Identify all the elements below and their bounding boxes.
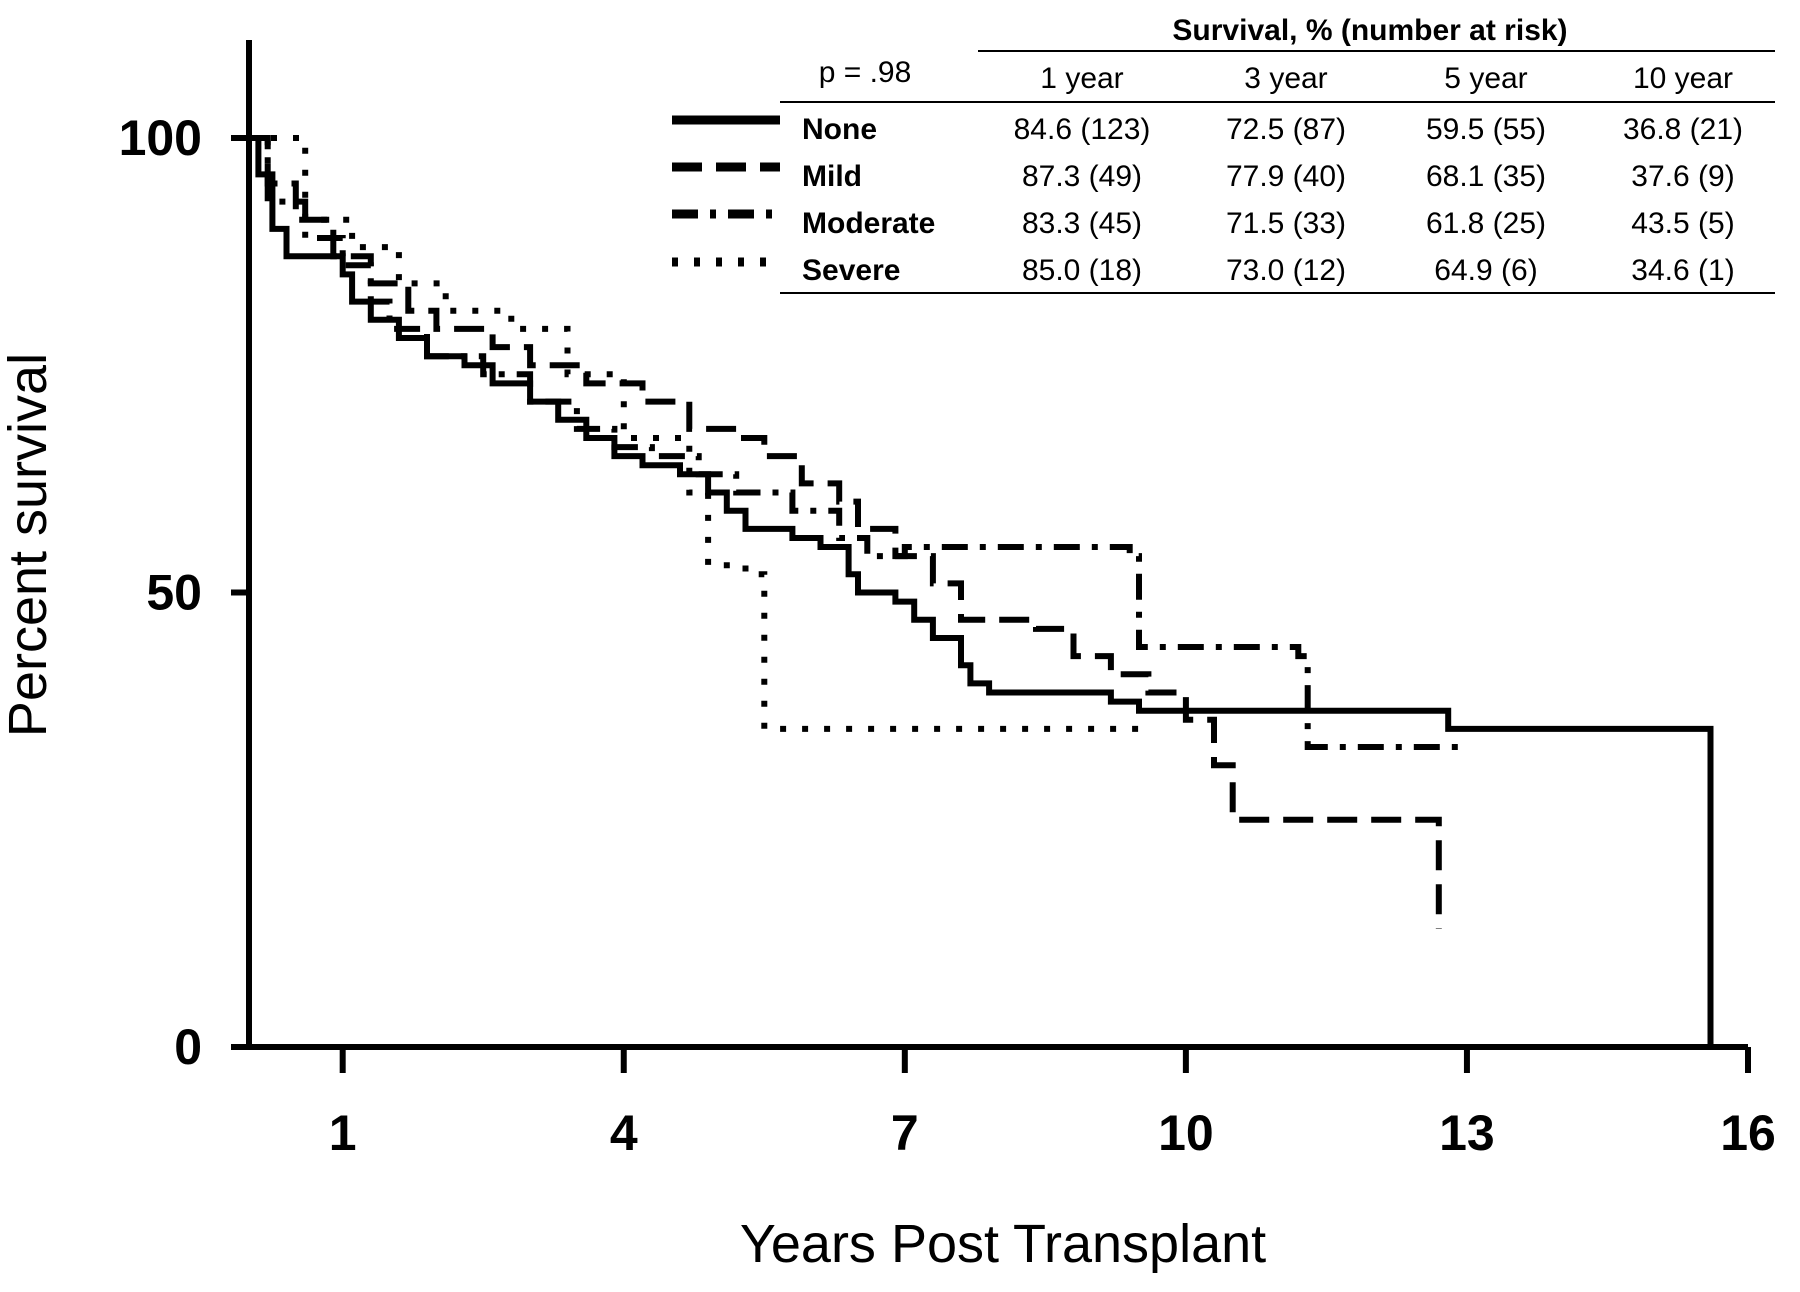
cell-mild-5yr: 68.1 (35) <box>1426 160 1546 193</box>
axes-layer: 0 50 100 1 4 7 10 13 16 <box>119 40 1776 1161</box>
row-label-mild: Mild <box>802 160 862 193</box>
cell-none-1yr: 84.6 (123) <box>1014 113 1151 146</box>
row-label-severe: Severe <box>802 254 900 287</box>
row-label-none: None <box>802 113 877 146</box>
cell-none-3yr: 72.5 (87) <box>1226 113 1346 146</box>
x-tick-label-7: 7 <box>891 1105 919 1161</box>
series-line-severe <box>249 135 1149 732</box>
cell-moderate-3yr: 71.5 (33) <box>1226 207 1346 240</box>
y-tick-label-50: 50 <box>146 565 202 621</box>
cell-none-5yr: 59.5 (55) <box>1426 113 1546 146</box>
x-tick-label-4: 4 <box>610 1105 638 1161</box>
y-tick-label-100: 100 <box>119 110 202 166</box>
col-header-3yr: 3 year <box>1244 62 1327 95</box>
cell-mild-1yr: 87.3 (49) <box>1022 160 1142 193</box>
x-tick-label-13: 13 <box>1439 1105 1495 1161</box>
cell-severe-5yr: 64.9 (6) <box>1434 254 1537 287</box>
cell-mild-3yr: 77.9 (40) <box>1226 160 1346 193</box>
cell-moderate-1yr: 83.3 (45) <box>1022 207 1142 240</box>
col-header-1yr: 1 year <box>1040 62 1123 95</box>
x-tick-label-16: 16 <box>1720 1105 1776 1161</box>
curves-layer <box>249 135 1714 1047</box>
x-tick-label-1: 1 <box>329 1105 357 1161</box>
cell-none-10yr: 36.8 (21) <box>1623 113 1743 146</box>
cell-severe-10yr: 34.6 (1) <box>1631 254 1734 287</box>
y-axis-title: Percent survival <box>0 353 58 737</box>
cell-severe-1yr: 85.0 (18) <box>1022 254 1142 287</box>
cell-moderate-5yr: 61.8 (25) <box>1426 207 1546 240</box>
y-tick-label-0: 0 <box>174 1019 202 1075</box>
cell-moderate-10yr: 43.5 (5) <box>1631 207 1734 240</box>
row-label-moderate: Moderate <box>802 207 935 240</box>
cell-mild-10yr: 37.6 (9) <box>1631 160 1734 193</box>
cell-severe-3yr: 73.0 (12) <box>1226 254 1346 287</box>
x-tick-label-10: 10 <box>1158 1105 1214 1161</box>
col-header-10yr: 10 year <box>1633 62 1733 95</box>
summary-table: Survival, % (number at risk) p = .98 1 y… <box>672 14 1775 294</box>
p-value-label: p = .98 <box>819 56 912 89</box>
series-line-mild <box>249 135 1442 929</box>
table-group-header: Survival, % (number at risk) <box>1172 14 1567 47</box>
x-axis-title: Years Post Transplant <box>740 1214 1266 1274</box>
col-header-5yr: 5 year <box>1444 62 1527 95</box>
